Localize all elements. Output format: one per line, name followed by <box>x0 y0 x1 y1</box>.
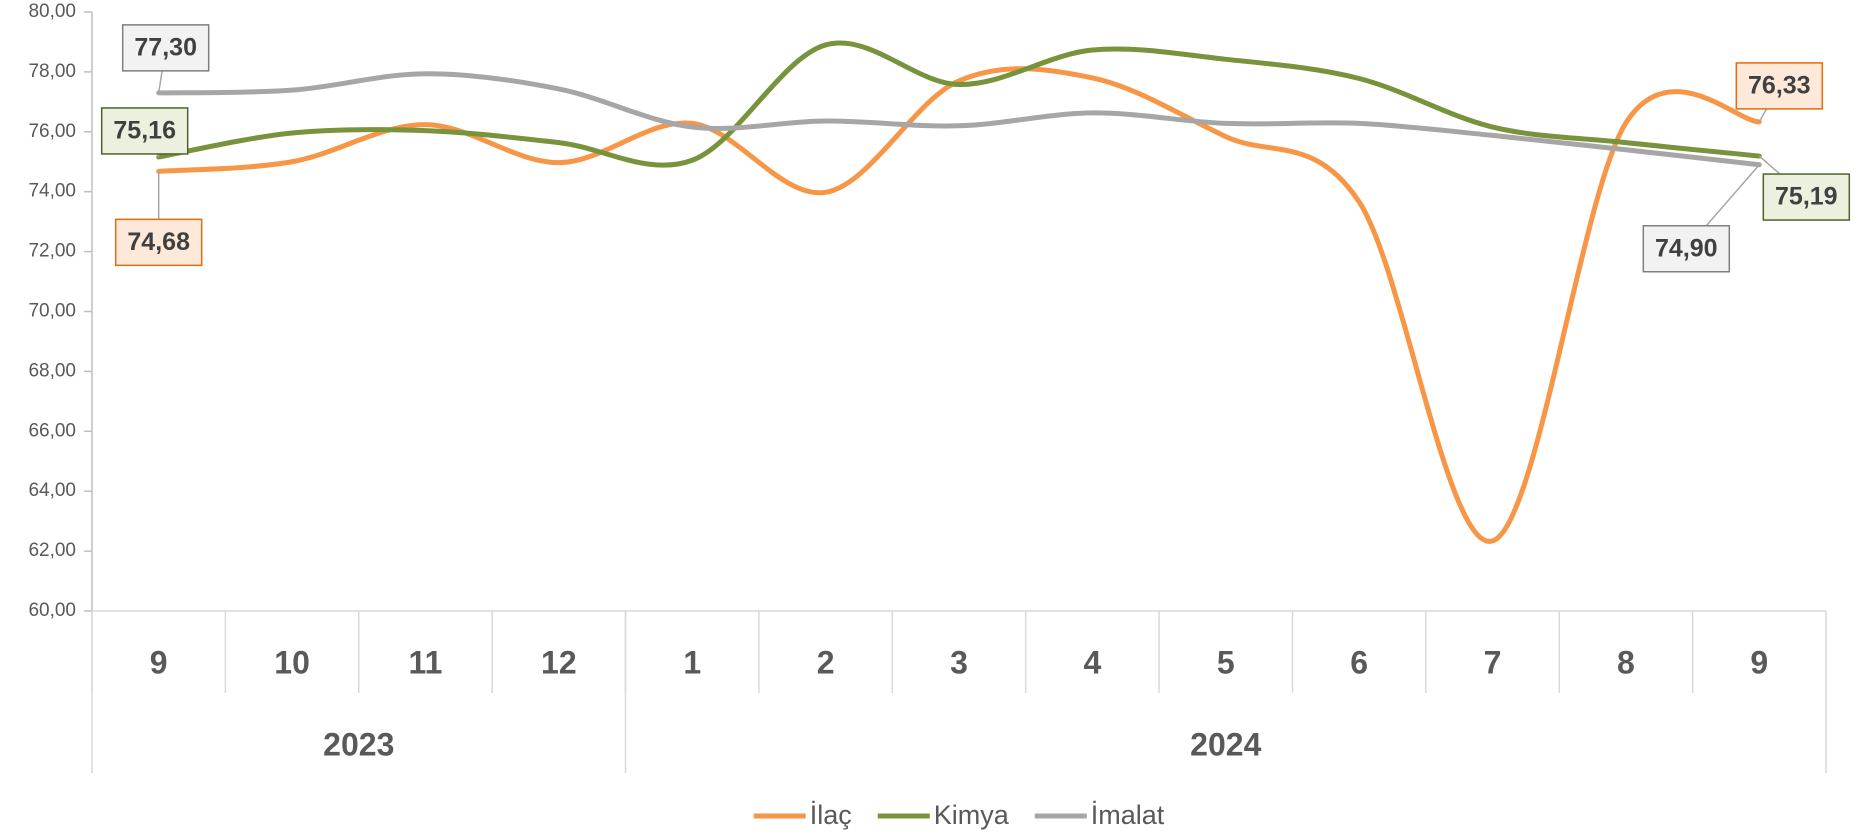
group-label: 2023 <box>323 726 394 762</box>
data-label: 75,19 <box>1775 183 1838 211</box>
x-tick-label: 3 <box>950 644 968 680</box>
series-line <box>156 71 1762 168</box>
x-tick-label: 11 <box>409 644 443 680</box>
y-tick-label: 68,00 <box>28 360 76 381</box>
data-label: 74,90 <box>1655 234 1718 262</box>
x-tick-label: 9 <box>1750 644 1768 680</box>
legend-label: İmalat <box>1091 799 1165 830</box>
data-label: 76,33 <box>1748 72 1811 100</box>
y-tick-label: 78,00 <box>28 61 76 82</box>
legend: İlaç Kimya İmalat <box>753 799 1165 830</box>
x-tick-label: 6 <box>1350 644 1368 680</box>
x-tick-label: 8 <box>1617 644 1635 680</box>
data-label-box <box>121 24 210 72</box>
y-tick-label: 80,00 <box>28 1 76 22</box>
y-tick-label: 62,00 <box>28 540 76 561</box>
data-label-box <box>1642 224 1731 273</box>
data-label-box <box>114 218 203 267</box>
group-label: 2024 <box>1190 726 1261 762</box>
y-tick-label: 64,00 <box>28 480 76 501</box>
x-tick-label: 5 <box>1217 644 1235 680</box>
data-label-box <box>1762 173 1851 221</box>
x-tick-label: 9 <box>150 644 168 680</box>
data-label: 74,68 <box>127 228 190 256</box>
x-tick-label: 7 <box>1484 644 1502 680</box>
legend-label: Kimya <box>934 800 1010 830</box>
x-tick-label: 12 <box>541 644 577 680</box>
legend-label: İlaç <box>810 799 852 830</box>
x-tick-label: 10 <box>274 644 310 680</box>
data-label-box <box>1735 62 1824 110</box>
y-tick-label: 70,00 <box>28 301 76 322</box>
x-tick-label: 2 <box>817 644 835 680</box>
data-label: 75,16 <box>113 117 176 145</box>
y-tick-label: 72,00 <box>28 241 76 262</box>
x-tick-label: 1 <box>683 644 701 680</box>
y-tick-label: 74,00 <box>28 181 76 202</box>
series-line <box>156 40 1762 168</box>
x-tick-label: 4 <box>1083 644 1101 680</box>
y-tick-label: 76,00 <box>28 121 76 142</box>
data-label: 77,30 <box>134 33 197 61</box>
y-tick-label: 66,00 <box>28 420 76 441</box>
y-tick-label: 60,00 <box>28 600 76 621</box>
data-label-box <box>100 107 189 155</box>
